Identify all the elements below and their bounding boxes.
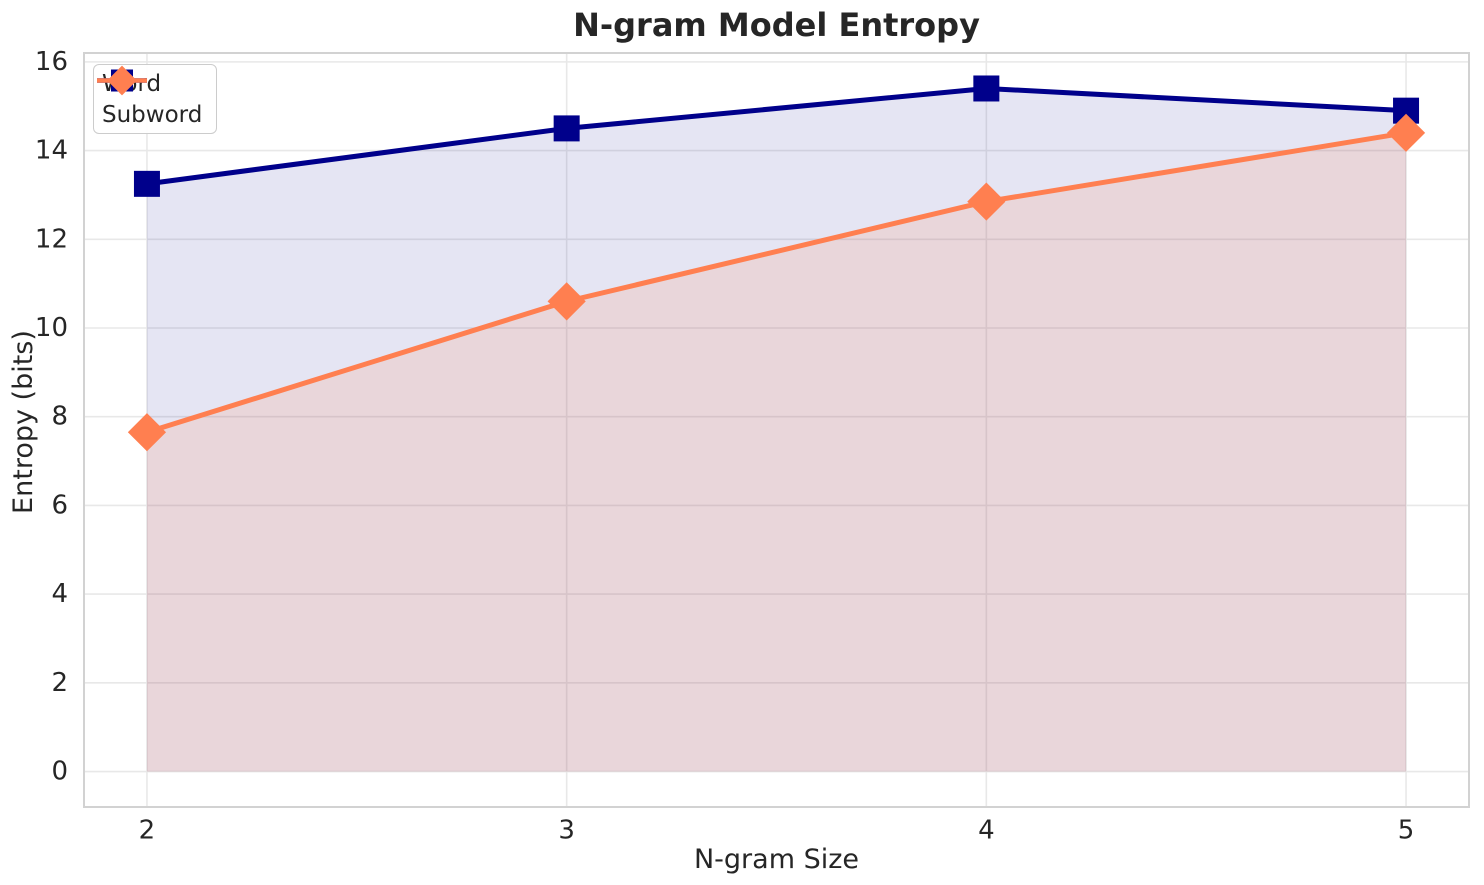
y-tick-label: 6 bbox=[51, 490, 68, 520]
subword-diamond-marker-icon bbox=[97, 65, 147, 96]
x-axis-label: N-gram Size bbox=[693, 844, 860, 875]
y-tick-label: 10 bbox=[35, 313, 68, 343]
y-tick-label: 2 bbox=[51, 668, 68, 698]
chart-title: N-gram Model Entropy bbox=[573, 6, 980, 44]
subword-line bbox=[146, 130, 1407, 435]
subword-marker bbox=[127, 413, 167, 452]
word-marker bbox=[973, 75, 1000, 102]
y-tick-label: 12 bbox=[35, 224, 68, 254]
legend: Word Subword bbox=[93, 64, 218, 134]
y-tick-label: 14 bbox=[35, 136, 68, 166]
x-tick-label: 5 bbox=[1398, 815, 1415, 845]
subword-marker bbox=[1386, 113, 1426, 152]
word-marker bbox=[133, 170, 160, 197]
x-tick-label: 4 bbox=[978, 815, 995, 845]
subword-area-fill bbox=[146, 132, 1407, 772]
y-tick-label: 0 bbox=[51, 757, 68, 787]
x-tick-label: 3 bbox=[558, 815, 575, 845]
axes-spines bbox=[83, 52, 1470, 808]
word-marker bbox=[553, 115, 580, 142]
subword-marker bbox=[547, 282, 586, 321]
x-tick-label: 2 bbox=[139, 815, 156, 845]
y-tick-label: 4 bbox=[51, 579, 68, 609]
word-area-fill bbox=[146, 88, 1407, 772]
legend-item-subword: Subword bbox=[97, 65, 203, 130]
y-axis-label: Entropy (bits) bbox=[8, 330, 39, 514]
y-tick-label: 8 bbox=[51, 402, 68, 432]
y-tick-label: 16 bbox=[35, 47, 68, 77]
word-line bbox=[146, 85, 1407, 187]
legend-label-subword: Subword bbox=[102, 101, 203, 128]
